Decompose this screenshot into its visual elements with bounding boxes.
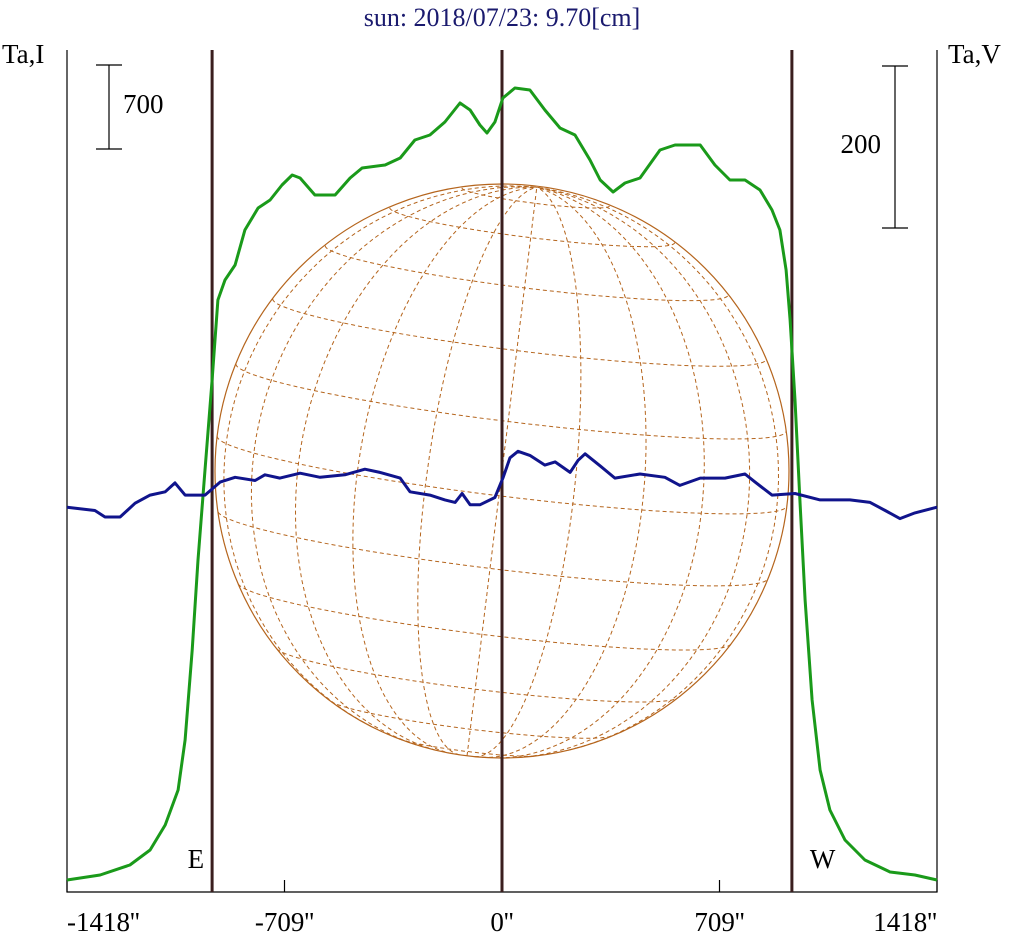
scale-bar-label: 200 <box>841 129 882 159</box>
annotation: W <box>810 844 836 874</box>
longitude-line <box>536 186 780 751</box>
latitude-line <box>389 207 676 248</box>
longitude-line <box>481 186 647 758</box>
data-line <box>66 86 938 882</box>
chart-title: sun: 2018/07/23: 9.70[cm] <box>364 3 641 32</box>
latitude-line <box>217 511 768 587</box>
x-tick-label: -709'' <box>255 907 314 937</box>
longitude-line <box>498 186 705 759</box>
longitude-line <box>518 186 751 758</box>
longitude-line <box>223 185 537 727</box>
latitude-line <box>272 298 767 367</box>
annotation: E <box>188 844 205 874</box>
longitude-line <box>417 186 537 756</box>
latitude-line <box>276 648 678 703</box>
longitude-line <box>474 186 582 758</box>
longitude-line <box>250 186 537 746</box>
latitude-line <box>330 700 613 739</box>
longitude-line <box>294 186 537 751</box>
y-axis-label: Ta,I <box>2 39 44 69</box>
data-line <box>66 449 938 521</box>
x-tick-label: 1418'' <box>873 907 937 937</box>
scale-bar-label: 700 <box>123 89 164 119</box>
x-tick-label: 709'' <box>694 907 744 937</box>
x-tick-label: 0'' <box>490 907 513 937</box>
x-tick-label: -1418'' <box>67 907 140 937</box>
y2-axis-label: Ta,V <box>948 39 1001 69</box>
longitude-line <box>352 186 537 755</box>
